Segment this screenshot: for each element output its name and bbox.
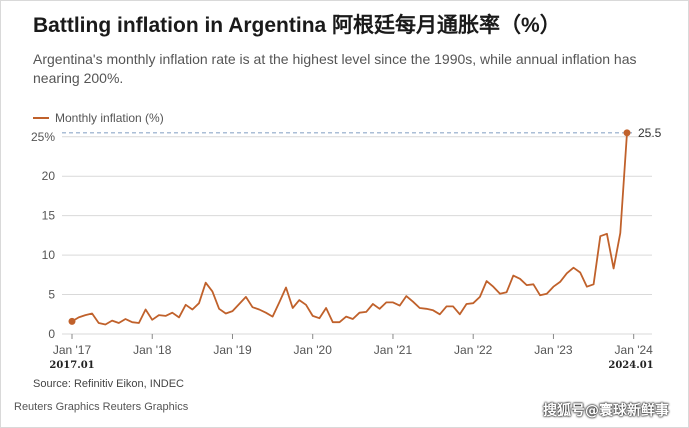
y-tick-label: 10 [42, 248, 56, 262]
chart-subtitle: Argentina's monthly inflation rate is at… [33, 51, 637, 86]
watermark: 搜狐号@寰球新鲜事 [543, 403, 669, 419]
x-tick-label: Jan '18 [133, 343, 172, 357]
legend: Monthly inflation (%) [33, 110, 164, 126]
series [68, 129, 631, 326]
y-tick-label: 20 [42, 169, 56, 183]
source-note: Source: Refinitiv Eikon, INDEC [33, 378, 184, 390]
chart-title: Battling inflation in Argentina 阿根廷每月通胀率… [33, 14, 561, 37]
legend-label: Monthly inflation (%) [55, 111, 164, 125]
x-tick-label: Jan '17 [53, 343, 92, 357]
y-tick-label: 25% [31, 130, 55, 144]
axes: 0 5 10 15 20 25% Jan '17 Jan '18 Jan '19 Jan '20 J… [31, 130, 654, 371]
credit-note: Reuters Graphics Reuters Graphics [14, 401, 189, 413]
data-point-end [623, 129, 631, 137]
x-tick-label: Jan '23 [534, 343, 573, 357]
x-tick-label: Jan '21 [374, 343, 413, 357]
x-tick-label: Jan '20 [294, 343, 333, 357]
x-tick-label: Jan '24 [615, 343, 654, 357]
data-point-start [68, 317, 76, 325]
x-end-label: 2024.01 [608, 360, 653, 371]
x-tick-label: Jan '19 [213, 343, 252, 357]
y-tick-label: 15 [42, 209, 56, 223]
series-line-monthly-inflation [71, 132, 628, 326]
reference-line-group: 25.5 [62, 126, 662, 140]
x-tick-label: Jan '22 [454, 343, 493, 357]
legend-swatch [33, 117, 49, 119]
grid [62, 136, 652, 335]
end-value-label: 25.5 [638, 126, 662, 140]
x-start-label: 2017.01 [49, 360, 94, 371]
y-tick-label: 0 [48, 327, 55, 341]
y-tick-label: 5 [48, 288, 55, 302]
